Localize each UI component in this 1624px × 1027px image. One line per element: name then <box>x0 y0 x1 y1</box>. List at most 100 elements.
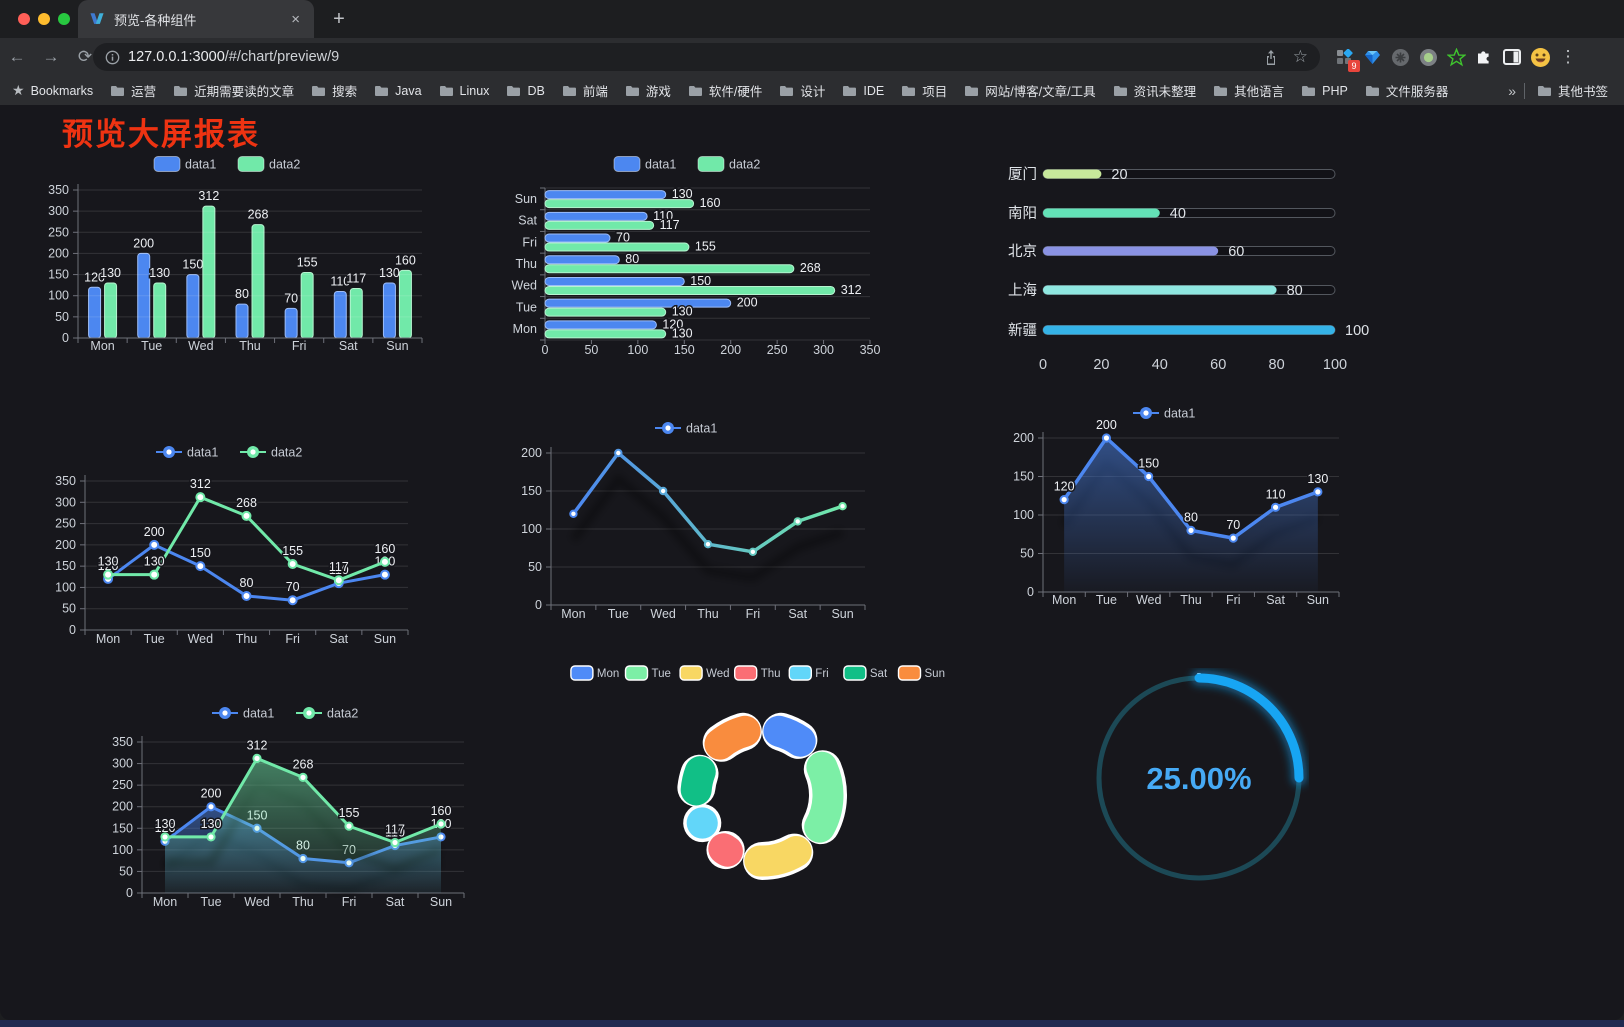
page-title: 预览大屏报表 <box>62 117 260 152</box>
address-bar[interactable]: 127.0.0.1:3000/#/chart/preview/9 ☆ <box>93 43 1320 71</box>
svg-text:155: 155 <box>695 240 716 254</box>
svg-text:300: 300 <box>112 757 133 771</box>
bookmark-item[interactable]: 近期需要读的文章 <box>173 81 294 100</box>
dashboard-page: 预览大屏报表 data1 data2 120 200 150 80 70 110 130 130 1… <box>0 105 1624 1020</box>
bookmark-item[interactable]: DB <box>506 84 545 98</box>
svg-text:Sat: Sat <box>386 895 405 909</box>
bookmark-item[interactable]: 运营 <box>110 81 156 100</box>
folder-icon <box>902 85 916 96</box>
menu-kebab-icon[interactable]: ⋮ <box>1559 47 1577 66</box>
bookmark-item[interactable]: PHP <box>1301 84 1348 98</box>
svg-text:南阳: 南阳 <box>1008 205 1037 222</box>
svg-text:Fri: Fri <box>746 607 761 621</box>
green-star-extension-icon[interactable] <box>1442 43 1470 71</box>
gray-circle-extension-icon[interactable] <box>1386 43 1414 71</box>
forward-icon[interactable]: → <box>42 47 60 66</box>
grouped-bar-chart: data1 data2 120 200 150 80 70 110 130 130 130 312 26… <box>42 150 434 365</box>
browser-toolbar: ← → ⟳ ⌂ 127.0.0.1:3000/#/chart/preview/9… <box>0 38 1624 76</box>
svg-text:110: 110 <box>385 826 405 840</box>
tab-strip: 预览-各种组件 × + <box>0 0 1624 38</box>
svg-text:150: 150 <box>521 484 542 498</box>
folder-icon <box>562 85 576 96</box>
share-icon[interactable] <box>1263 49 1279 66</box>
back-icon[interactable]: ← <box>8 47 26 66</box>
bookmark-item[interactable]: Linux <box>439 84 489 98</box>
svg-text:Sun: Sun <box>831 607 853 621</box>
svg-text:25.00%: 25.00% <box>1146 761 1251 796</box>
folder-icon <box>1214 85 1228 96</box>
emoji-extension-icon[interactable] <box>1526 43 1554 71</box>
bookmarks-overflow-icon[interactable]: » <box>1508 82 1516 99</box>
window-minimize-button[interactable] <box>38 13 50 25</box>
svg-text:150: 150 <box>674 343 695 357</box>
svg-text:130: 130 <box>201 817 222 831</box>
svg-text:Fri: Fri <box>815 668 828 680</box>
svg-text:70: 70 <box>286 580 300 594</box>
svg-text:Mon: Mon <box>513 322 537 336</box>
bookmark-item[interactable]: 网站/博客/文章/工具 <box>964 81 1096 100</box>
svg-text:117: 117 <box>660 218 680 232</box>
bookmark-item[interactable]: 游戏 <box>625 81 671 100</box>
svg-text:data2: data2 <box>327 707 358 721</box>
svg-text:Wed: Wed <box>1136 593 1162 607</box>
puzzle-extension-icon[interactable] <box>1470 43 1498 71</box>
reload-icon[interactable]: ⟳ <box>77 47 93 66</box>
bookmark-item[interactable]: 前端 <box>562 81 608 100</box>
svg-text:Thu: Thu <box>697 607 719 621</box>
gauge-chart: 25.00% <box>1089 668 1309 888</box>
svg-text:50: 50 <box>584 343 598 357</box>
tag-grid-extension-icon[interactable]: 9 <box>1330 43 1360 72</box>
svg-text:80: 80 <box>240 576 254 590</box>
tab-close-icon[interactable]: × <box>291 10 300 28</box>
bookmarks-right: » 其他书签 <box>1506 81 1612 100</box>
bookmark-item[interactable]: 软件/硬件 <box>688 81 762 100</box>
other-bookmarks[interactable]: 其他书签 <box>1537 81 1608 100</box>
record-dot-extension-icon[interactable] <box>1414 43 1442 71</box>
window-close-button[interactable] <box>18 13 30 25</box>
svg-text:150: 150 <box>1013 470 1034 484</box>
svg-text:70: 70 <box>1226 518 1240 532</box>
svg-text:Thu: Thu <box>236 632 258 646</box>
bookmark-item[interactable]: 文件服务器 <box>1365 81 1448 100</box>
svg-text:0: 0 <box>1039 357 1047 373</box>
svg-text:268: 268 <box>236 496 257 510</box>
bookmark-item[interactable]: 搜索 <box>311 81 357 100</box>
bookmark-item[interactable]: 其他语言 <box>1213 81 1284 100</box>
bookmark-item[interactable]: 设计 <box>779 81 825 100</box>
svg-text:250: 250 <box>55 517 76 531</box>
svg-text:Sat: Sat <box>339 339 358 353</box>
window-zoom-button[interactable] <box>58 13 70 25</box>
folder-icon <box>1302 85 1316 96</box>
svg-text:300: 300 <box>813 343 834 357</box>
svg-text:0: 0 <box>62 331 69 345</box>
dual-area-chart: 0 50 100 150 200 250 300 350 Mon Tue Wed Thu Fri Sat S… <box>100 700 478 920</box>
bookmark-item[interactable]: Java <box>374 84 422 98</box>
bookmark-star-icon[interactable]: ☆ <box>1292 47 1308 66</box>
url-host: 127.0.0.1:3000 <box>128 49 225 65</box>
bookmark-item[interactable]: 项目 <box>901 81 947 100</box>
svg-text:200: 200 <box>112 800 133 814</box>
svg-text:160: 160 <box>431 804 452 818</box>
folder-icon <box>780 85 794 96</box>
svg-text:data1: data1 <box>185 158 216 172</box>
svg-text:80: 80 <box>1287 283 1303 299</box>
bookmark-item[interactable]: IDE <box>842 84 884 98</box>
svg-text:data1: data1 <box>686 422 717 436</box>
bookmarks-root[interactable]: ★ Bookmarks <box>12 82 93 99</box>
svg-text:200: 200 <box>201 787 222 801</box>
bookmark-item[interactable]: 资讯未整理 <box>1113 81 1196 100</box>
svg-text:0: 0 <box>542 343 549 357</box>
svg-text:北京: 北京 <box>1008 243 1037 260</box>
svg-text:Mon: Mon <box>153 895 177 909</box>
svg-text:80: 80 <box>625 252 639 266</box>
svg-text:Wed: Wed <box>244 895 270 909</box>
svg-text:Mon: Mon <box>90 339 114 353</box>
svg-text:160: 160 <box>395 253 416 267</box>
browser-tab[interactable]: 预览-各种组件 × <box>78 0 314 38</box>
new-tab-button[interactable]: + <box>333 8 345 30</box>
svg-text:0: 0 <box>126 886 133 900</box>
svg-text:200: 200 <box>737 296 758 310</box>
site-info-icon[interactable] <box>105 50 120 65</box>
gem-extension-icon[interactable] <box>1358 43 1386 71</box>
side-panel-icon[interactable] <box>1498 43 1526 71</box>
